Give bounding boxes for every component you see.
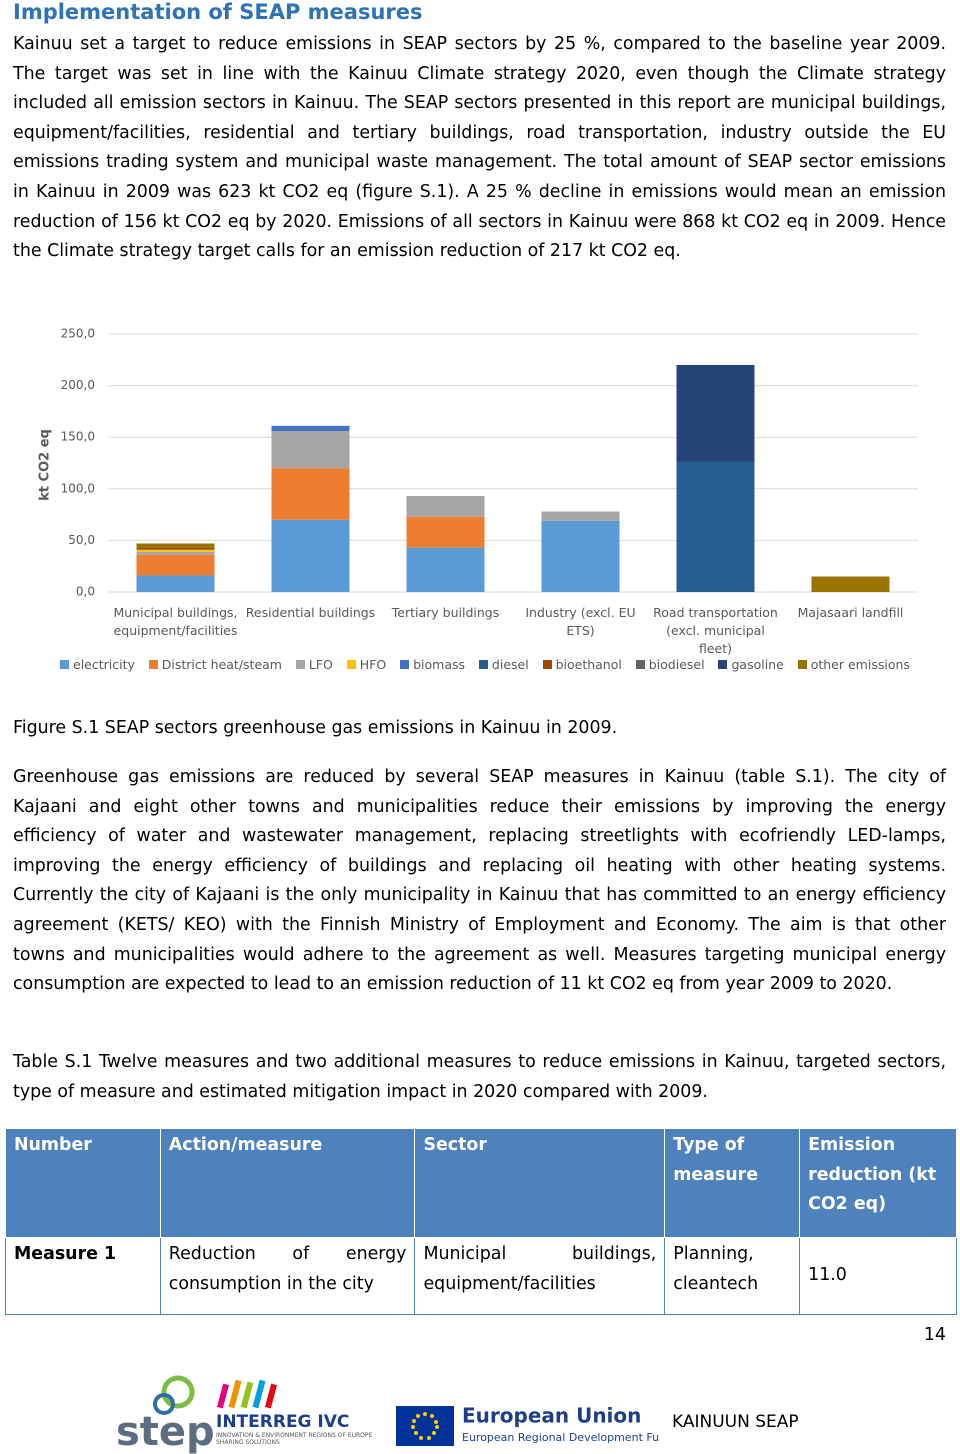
bar-segment — [136, 543, 215, 548]
x-tick-label: Majasaari landfill — [797, 605, 904, 620]
table-header-cell: Action/measure — [159, 1128, 416, 1238]
table-cell: Reduction of energy consumption in the c… — [159, 1237, 416, 1315]
bar-segment — [136, 554, 215, 576]
page-number: 14 — [923, 1325, 946, 1345]
legend-item: diesel — [478, 657, 529, 672]
chart: kt CO2 eq 0,0 50,0 100,0 150,0 200,0 250,0 — [38, 327, 918, 599]
paragraph: Kainuu set a target to reduce emissions … — [13, 34, 946, 262]
step-icon — [161, 1375, 195, 1409]
table-cell: Measure 1 — [5, 1237, 161, 1315]
legend-item: District heat/steam — [148, 657, 282, 672]
legend-swatch — [635, 660, 645, 669]
legend-swatch — [60, 660, 69, 669]
legend-swatch — [346, 660, 356, 669]
y-tick-label: 150,0 — [61, 430, 95, 444]
footer-logos: step INTERREG IVC INNOVATION & ENVIRONME… — [116, 1375, 660, 1454]
legend-item: HFO — [346, 657, 387, 672]
legend-swatch — [148, 660, 158, 669]
bar-segment — [676, 461, 755, 592]
table-cell: 11.0 — [799, 1237, 957, 1315]
table-cell: Planning, cleantech — [664, 1237, 801, 1315]
table: Number Action/measure Sector Type of measur… — [5, 1128, 957, 1315]
table-header-cell: Emission reduction (kt CO2 eq) — [799, 1128, 957, 1238]
bar-segment — [271, 468, 350, 520]
legend-item: other emissions — [797, 657, 910, 672]
x-tick-label: Residential buildings — [245, 605, 376, 620]
legend-label: LFO — [308, 657, 333, 672]
bar-segment — [541, 520, 620, 592]
x-tick-label: Tertiary buildings — [391, 605, 500, 620]
figure-caption: Figure S.1 SEAP sectors greenhouse gas e… — [13, 718, 618, 738]
bar-segment — [406, 496, 485, 517]
bar-segment — [541, 511, 620, 521]
table-header-cell: Sector — [414, 1128, 666, 1238]
legend-label: District heat/steam — [161, 657, 282, 672]
legend-item: LFO — [295, 657, 333, 672]
bar-segment — [136, 547, 215, 550]
table-row: Measure 1 Reduction of energy consumption… — [5, 1237, 957, 1315]
y-tick-label: 50,0 — [68, 533, 95, 547]
legend-swatch — [478, 660, 488, 669]
bar-segment — [271, 431, 350, 469]
bar-segment — [406, 547, 485, 592]
legend-item: bioethanol — [542, 657, 622, 672]
legend-label: biomass — [413, 657, 466, 672]
table-caption: Table S.1 Twelve measures and two additi… — [13, 1052, 946, 1102]
eu-logo: European Union — [462, 1404, 641, 1428]
paragraph: Greenhouse gas emissions are reduced by … — [13, 767, 946, 995]
table-body: Measure 1 Reduction of energy consumption… — [5, 1237, 957, 1315]
bar-segment — [271, 519, 350, 592]
legend-label: other emissions — [810, 657, 910, 672]
legend-item: gasoline — [718, 657, 784, 672]
legend-label: gasoline — [731, 657, 784, 672]
footer-right: KAINUUN SEAP — [672, 1412, 799, 1432]
bar-segment — [811, 576, 890, 592]
y-tick-label: 100,0 — [61, 481, 95, 495]
legend-swatch — [718, 660, 728, 669]
legend-item: biomass — [400, 657, 465, 672]
heading: Implementation of SEAP measures — [13, 0, 423, 24]
legend-label: HFO — [359, 657, 387, 672]
x-tick-label: Road transportation (excl. municipal fle… — [653, 605, 778, 656]
legend-swatch — [400, 660, 410, 669]
legend-item: biodiesel — [635, 657, 705, 672]
bar-segment — [271, 425, 350, 432]
step-icon — [153, 1393, 175, 1415]
bar-segment — [136, 549, 215, 552]
legend-item: electricity — [60, 657, 135, 672]
interreg-subtitle: INNOVATION & ENVIRONMENT REGIONS OF EURO… — [216, 1432, 373, 1446]
y-tick-label: 0,0 — [76, 585, 95, 599]
step-logo: step — [116, 1409, 215, 1454]
table-cell: Municipal buildings, equipment/facilitie… — [414, 1237, 666, 1315]
bar-segment — [676, 364, 755, 462]
legend-label: bioethanol — [555, 657, 622, 672]
bar-segment — [136, 575, 215, 592]
y-tick-label: 200,0 — [61, 378, 95, 392]
x-tick-label: Municipal buildings, equipment/facilitie… — [113, 605, 238, 638]
legend-label: biodiesel — [648, 657, 705, 672]
table-header-cell: Number — [5, 1128, 161, 1238]
legend-label: diesel — [491, 657, 529, 672]
table-header-cell: Type of measure — [664, 1128, 801, 1238]
eu-subtitle: European Regional Development Fund — [462, 1431, 660, 1444]
legend: electricity District heat/steam LFO HFO biom… — [60, 657, 910, 672]
y-tick-label: 250,0 — [61, 327, 95, 341]
y-axis-label: kt CO2 eq — [38, 429, 53, 501]
interreg-logo: INTERREG IVC — [216, 1412, 349, 1432]
legend-swatch — [295, 660, 305, 669]
bar-segment — [136, 551, 215, 555]
table-header: Number Action/measure Sector Type of measur… — [5, 1128, 957, 1238]
legend-label: electricity — [73, 657, 135, 672]
interreg-stripes — [216, 1379, 278, 1409]
bar-segment — [406, 516, 485, 548]
legend-swatch — [797, 660, 807, 669]
legend-swatch — [542, 660, 552, 669]
x-tick-label: Industry (excl. EU ETS) — [525, 605, 636, 638]
eu-stars — [411, 1412, 439, 1440]
